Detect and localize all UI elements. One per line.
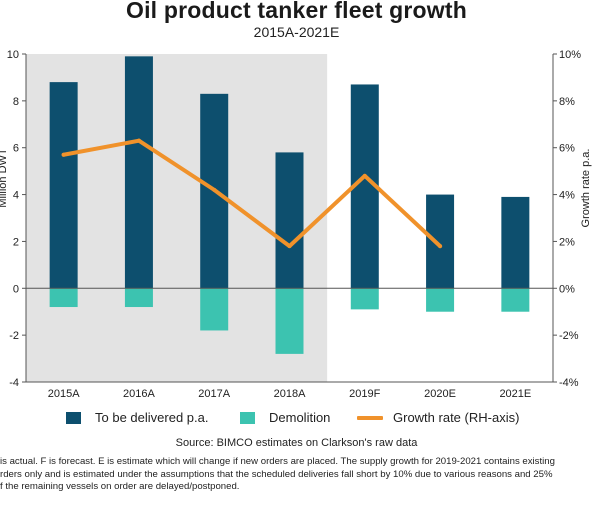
y2-axis-title: Growth rate p.a. — [580, 149, 592, 228]
legend-swatch-demolition — [240, 411, 255, 424]
legend-label-demolition: Demolition — [269, 410, 331, 425]
bar-demolition — [501, 288, 530, 312]
bar-demolition — [200, 288, 229, 331]
legend-swatch-growth — [357, 415, 383, 420]
x-tick-label: 2015A — [48, 388, 80, 400]
bar-delivered — [49, 82, 78, 289]
footnote-line-1: is actual. F is forecast. E is estimate … — [0, 456, 555, 467]
chart-legend: To be delivered p.a. Demolition Growth r… — [60, 410, 560, 430]
y-tick-label: 2 — [13, 236, 19, 248]
bar-delivered — [426, 194, 455, 289]
y2-tick-label: -4% — [559, 377, 579, 389]
growth-rate-point — [362, 173, 367, 178]
chart-plot: -4 -2 0 2 4 6 8 10 -4% -2% 0% 2% 4% 6% 8% 10% 2015A 2016A… — [0, 49, 592, 400]
chart-subtitle: 2015A-2021E — [253, 24, 340, 40]
y-tick-label: 6 — [13, 143, 19, 155]
bar-demolition — [426, 288, 455, 312]
x-tick-label: 2020E — [424, 388, 456, 400]
x-tick-label: 2021E — [499, 388, 531, 400]
growth-rate-point — [212, 187, 217, 192]
y-axis-title: Million DWT — [0, 148, 9, 208]
legend-item-growth: Growth rate (RH-axis) — [357, 410, 519, 425]
footnote-line-2: rders only and is estimated under the as… — [0, 468, 553, 480]
y-tick-label: 0 — [13, 283, 19, 295]
legend-swatch-deliveries — [66, 411, 81, 424]
y-tick-label: 8 — [13, 96, 19, 108]
y2-tick-label: 0% — [559, 283, 575, 295]
y2-tick-label: 2% — [559, 236, 575, 248]
growth-rate-point — [287, 244, 292, 249]
y2-tick-label: -2% — [559, 330, 579, 342]
legend-item-deliveries: To be delivered p.a. — [66, 410, 208, 425]
bar-demolition — [275, 288, 304, 354]
growth-rate-point — [438, 244, 443, 249]
source-note: Source: BIMCO estimates on Clarkson's ra… — [175, 437, 418, 449]
legend-label-deliveries: To be delivered p.a. — [95, 410, 209, 425]
footnote-line-3: f the remaining vessels on order are del… — [0, 481, 240, 492]
x-tick-label: 2019F — [349, 388, 380, 400]
y-tick-label: -2 — [9, 330, 19, 342]
growth-rate-point — [61, 152, 66, 157]
y2-tick-label: 6% — [559, 143, 575, 155]
y2-tick-label: 10% — [559, 49, 581, 61]
bar-demolition — [350, 288, 379, 310]
y-tick-label: 10 — [7, 49, 19, 61]
x-tick-label: 2017A — [198, 388, 230, 400]
bar-demolition — [49, 288, 78, 308]
bar-delivered — [124, 56, 153, 289]
x-tick-label: 2018A — [274, 388, 306, 400]
legend-label-growth: Growth rate (RH-axis) — [393, 410, 520, 425]
bar-demolition — [124, 288, 153, 308]
growth-rate-line — [61, 138, 443, 249]
y2-tick-label: 4% — [559, 190, 575, 202]
y-tick-label: -4 — [9, 377, 19, 389]
y-tick-label: 4 — [13, 190, 19, 202]
bar-delivered — [275, 152, 304, 289]
legend-item-demolition: Demolition — [240, 410, 330, 425]
chart-title: Oil product tanker fleet growth — [125, 0, 467, 23]
y2-tick-label: 8% — [559, 96, 575, 108]
growth-rate-point — [136, 138, 141, 143]
bar-delivered — [501, 196, 530, 289]
footnote: is actual. F is forecast. E is estimate … — [0, 456, 593, 494]
x-tick-label: 2016A — [123, 388, 155, 400]
